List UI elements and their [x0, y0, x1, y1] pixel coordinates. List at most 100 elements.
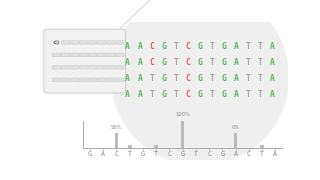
- FancyBboxPatch shape: [116, 53, 124, 57]
- Text: C: C: [167, 151, 172, 157]
- Text: T: T: [258, 90, 262, 99]
- Text: G: G: [141, 151, 145, 157]
- Text: C: C: [186, 90, 190, 99]
- FancyBboxPatch shape: [88, 40, 97, 44]
- Text: A: A: [234, 74, 238, 83]
- Bar: [181, 121, 184, 148]
- Text: T: T: [246, 42, 251, 51]
- FancyBboxPatch shape: [44, 29, 125, 93]
- FancyBboxPatch shape: [52, 53, 61, 57]
- Text: G: G: [88, 151, 92, 157]
- FancyBboxPatch shape: [61, 78, 70, 82]
- Text: G: G: [197, 42, 202, 51]
- Text: A: A: [270, 42, 275, 51]
- FancyBboxPatch shape: [79, 40, 88, 44]
- FancyBboxPatch shape: [98, 78, 106, 82]
- Text: T: T: [258, 58, 262, 67]
- FancyBboxPatch shape: [61, 66, 70, 69]
- Text: T: T: [128, 151, 132, 157]
- Text: T: T: [210, 42, 214, 51]
- FancyBboxPatch shape: [98, 66, 106, 69]
- Text: A: A: [270, 74, 275, 83]
- Text: T: T: [149, 74, 154, 83]
- FancyBboxPatch shape: [70, 66, 79, 69]
- Bar: [128, 145, 132, 148]
- FancyBboxPatch shape: [61, 40, 70, 44]
- Text: T: T: [173, 58, 178, 67]
- Text: G: G: [161, 58, 166, 67]
- FancyBboxPatch shape: [88, 66, 97, 69]
- Text: T: T: [210, 58, 214, 67]
- Text: A: A: [234, 90, 238, 99]
- FancyBboxPatch shape: [52, 78, 61, 82]
- Circle shape: [54, 41, 59, 44]
- Text: G: G: [220, 151, 224, 157]
- Text: G: G: [221, 74, 227, 83]
- Text: A: A: [101, 151, 105, 157]
- FancyBboxPatch shape: [79, 66, 88, 69]
- Bar: [154, 145, 158, 148]
- FancyBboxPatch shape: [116, 78, 124, 82]
- Text: G: G: [161, 42, 166, 51]
- Text: C: C: [149, 42, 154, 51]
- FancyBboxPatch shape: [98, 40, 106, 44]
- Text: A: A: [125, 90, 130, 99]
- Text: A: A: [137, 58, 142, 67]
- Text: 50%: 50%: [111, 125, 122, 130]
- Text: C: C: [149, 58, 154, 67]
- Text: T: T: [173, 90, 178, 99]
- Text: T: T: [173, 74, 178, 83]
- Text: T: T: [258, 42, 262, 51]
- FancyBboxPatch shape: [107, 40, 115, 44]
- FancyBboxPatch shape: [107, 53, 115, 57]
- Text: A: A: [125, 42, 130, 51]
- Text: G: G: [197, 90, 202, 99]
- Text: G: G: [197, 74, 202, 83]
- FancyBboxPatch shape: [116, 40, 124, 44]
- Text: C: C: [186, 42, 190, 51]
- FancyBboxPatch shape: [52, 66, 61, 69]
- Text: T: T: [246, 74, 251, 83]
- FancyBboxPatch shape: [70, 40, 79, 44]
- FancyBboxPatch shape: [88, 78, 97, 82]
- Text: 100%: 100%: [175, 112, 190, 117]
- Text: T: T: [246, 90, 251, 99]
- Ellipse shape: [111, 0, 289, 166]
- Text: G: G: [221, 58, 227, 67]
- Text: G: G: [221, 42, 227, 51]
- Text: T: T: [260, 151, 264, 157]
- Text: A: A: [234, 151, 237, 157]
- Text: G: G: [161, 74, 166, 83]
- Text: A: A: [137, 42, 142, 51]
- Text: A: A: [125, 74, 130, 83]
- Text: C: C: [186, 58, 190, 67]
- Text: T: T: [149, 90, 154, 99]
- Text: G: G: [197, 58, 202, 67]
- Text: T: T: [210, 74, 214, 83]
- Text: A: A: [137, 74, 142, 83]
- Text: A: A: [270, 90, 275, 99]
- FancyBboxPatch shape: [70, 78, 79, 82]
- Bar: [260, 145, 264, 148]
- FancyBboxPatch shape: [88, 53, 97, 57]
- Bar: [115, 133, 118, 148]
- FancyBboxPatch shape: [98, 53, 106, 57]
- Text: T: T: [154, 151, 158, 157]
- Text: T: T: [210, 90, 214, 99]
- FancyBboxPatch shape: [70, 53, 79, 57]
- Bar: [234, 133, 237, 148]
- Text: A: A: [234, 58, 238, 67]
- Text: C: C: [115, 151, 118, 157]
- Text: A: A: [273, 151, 277, 157]
- Text: C: C: [186, 74, 190, 83]
- Text: A: A: [270, 58, 275, 67]
- Text: A: A: [234, 42, 238, 51]
- Text: G: G: [180, 151, 185, 157]
- FancyBboxPatch shape: [107, 66, 115, 69]
- Text: G: G: [161, 90, 166, 99]
- Text: T: T: [246, 58, 251, 67]
- FancyBboxPatch shape: [107, 78, 115, 82]
- Text: A: A: [137, 90, 142, 99]
- Text: C: C: [207, 151, 211, 157]
- Text: T: T: [194, 151, 198, 157]
